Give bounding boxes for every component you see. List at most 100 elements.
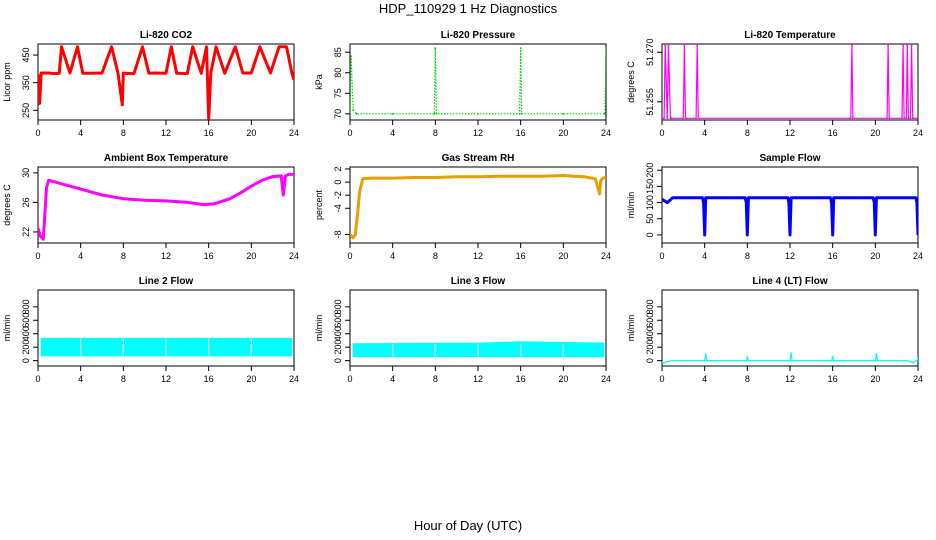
data-point (583, 175, 586, 178)
data-point (788, 201, 790, 204)
x-tick-label: 0 (35, 374, 40, 384)
data-point (280, 175, 283, 177)
y-tick-label: 85 (333, 47, 343, 57)
data-point (910, 44, 913, 47)
data-point (229, 197, 231, 200)
data-point (47, 179, 50, 182)
data-point (293, 79, 294, 81)
data-point (875, 353, 878, 355)
data-point (207, 117, 210, 120)
x-tick-label: 20 (558, 251, 568, 261)
y-tick-label: -2 (333, 191, 343, 199)
data-point (154, 72, 157, 74)
panel-title: Li-820 CO2 (140, 30, 193, 41)
data-point (355, 112, 358, 115)
y-tick-label: 350 (21, 75, 31, 90)
panel-title: Line 2 Flow (139, 276, 194, 287)
data-point (849, 117, 852, 120)
x-tick-label: 24 (913, 374, 923, 384)
x-tick-label: 20 (870, 128, 880, 138)
y-axis-label: ml/min (2, 315, 12, 342)
data-point (45, 186, 48, 189)
data-point (123, 72, 126, 75)
x-tick-label: 12 (161, 374, 171, 384)
panel-2: Li-820 Pressure kPa 0 4 8 12 16 20 24 70 75 80 85 (314, 30, 611, 138)
data-point (477, 112, 479, 115)
panel-9: Line 4 (LT) Flow ml/min 0 4 8 12 16 20 24 0 200400… (626, 276, 923, 384)
data-point (746, 355, 749, 358)
data-point (683, 44, 686, 47)
data-point (293, 173, 294, 176)
y-tick-label: 0 (21, 358, 31, 363)
data-point (874, 234, 877, 236)
y-tick-label: 400 (333, 326, 343, 341)
data-point (250, 72, 253, 74)
data-point (53, 72, 55, 75)
x-tick-label: 12 (473, 374, 483, 384)
data-point (165, 72, 167, 75)
panel-5: Gas Stream RH percent 0 4 8 12 16 20 24 -8 -4 -2 0 2 (314, 153, 611, 261)
y-axis-label: degrees C (2, 184, 12, 226)
x-tick-label: 8 (433, 251, 438, 261)
data-point (696, 44, 699, 47)
y-tick-label: 2 (333, 166, 343, 171)
data-point (901, 117, 903, 120)
data-point (701, 196, 704, 199)
data-point (888, 117, 891, 120)
data-series (38, 45, 294, 120)
panel-title: Line 4 (LT) Flow (752, 276, 828, 287)
data-point (916, 359, 918, 362)
x-tick-label: 20 (246, 251, 256, 261)
x-tick-label: 0 (347, 251, 352, 261)
y-axis-label: percent (314, 189, 324, 220)
data-series (350, 174, 606, 240)
y-tick-label: 75 (333, 88, 343, 98)
x-tick-label: 20 (870, 251, 880, 261)
data-point (42, 238, 45, 241)
data-point (519, 175, 522, 178)
data-series (662, 352, 918, 364)
data-point (352, 236, 355, 239)
x-tick-label: 24 (601, 251, 611, 261)
panel-4: Ambient Box Temperature degrees C 0 4 8 12 16 2… (2, 153, 299, 261)
data-point (259, 45, 261, 48)
data-point (876, 359, 879, 362)
data-point (285, 45, 288, 48)
data-point (746, 234, 749, 236)
data-point (170, 45, 173, 48)
data-point (915, 196, 917, 199)
x-tick-label: 16 (204, 128, 214, 138)
x-tick-label: 12 (785, 374, 795, 384)
y-axis-label: degrees C (626, 61, 636, 103)
x-tick-label: 16 (828, 374, 838, 384)
data-point (202, 203, 205, 206)
data-point (917, 117, 918, 120)
data-point (829, 196, 832, 199)
data-point (541, 175, 543, 178)
data-point (191, 45, 194, 48)
data-point (101, 194, 103, 196)
x-tick-label: 20 (246, 128, 256, 138)
x-tick-label: 8 (745, 251, 750, 261)
x-tick-label: 12 (161, 251, 171, 261)
x-tick-label: 8 (121, 374, 126, 384)
data-point (704, 353, 707, 355)
data-point (278, 45, 280, 48)
data-point (790, 196, 792, 199)
data-point (832, 359, 835, 362)
x-tick-label: 4 (390, 128, 395, 138)
data-point (663, 117, 665, 120)
data-point (747, 196, 750, 199)
y-tick-label: 200 (645, 340, 655, 355)
data-point (704, 196, 707, 199)
data-point (789, 234, 791, 236)
y-tick-label: 26 (21, 197, 31, 207)
y-tick-label: 0 (645, 232, 655, 237)
data-point (902, 44, 904, 47)
data-point (916, 201, 918, 204)
data-point (209, 72, 212, 74)
data-point (697, 117, 700, 120)
data-point (354, 233, 357, 236)
data-series (38, 172, 294, 241)
data-point (250, 185, 253, 188)
